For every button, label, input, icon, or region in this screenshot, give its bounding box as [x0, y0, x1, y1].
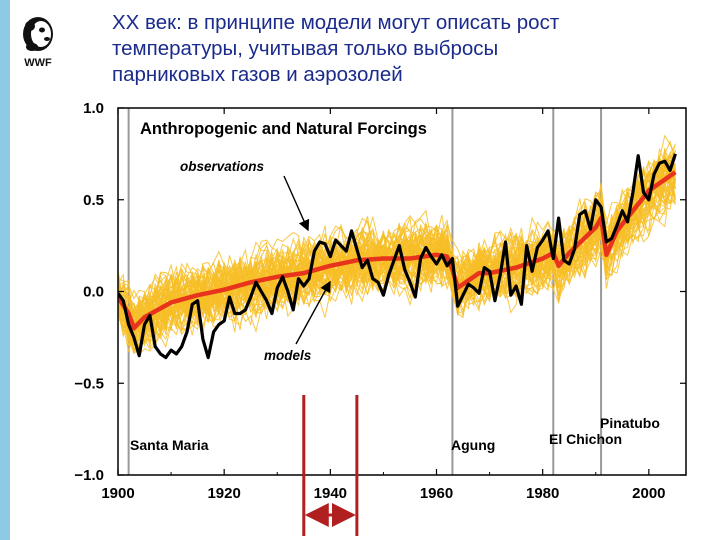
observations-pointer [283, 175, 310, 232]
volcano-label-agung: Agung [451, 437, 495, 453]
chart-title: Anthropogenic and Natural Forcings [140, 120, 427, 138]
x-tick-label: 1920 [207, 485, 240, 502]
volcano-label-santa-maria: Santa Maria [130, 437, 209, 453]
x-tick-label: 1900 [101, 485, 134, 502]
model-run-line [118, 169, 676, 321]
axis-ticks: 1900 1920 1940 1960 1980 2000 −1.0 −0.5 0.0 0.5 1.… [74, 100, 686, 502]
y-tick-label: −0.5 [74, 375, 104, 392]
volcano-label-el-chichon: El Chichon [549, 431, 622, 447]
title-line-2: температуры, учитывая только выбросы [112, 37, 499, 60]
y-tick-label: −1.0 [74, 467, 104, 484]
title-line-1: XX век: в принципе модели могут описать … [112, 11, 560, 34]
highlight-range-arrows [302, 395, 359, 536]
models-pointer [295, 280, 331, 345]
volcano-label-pinatubo: Pinatubo [600, 415, 660, 431]
y-tick-label: 0.5 [83, 192, 104, 209]
x-tick-label: 1960 [420, 485, 453, 502]
y-tick-label: 1.0 [83, 100, 104, 117]
observations-line [118, 153, 677, 360]
wwf-logo-text: WWF [24, 57, 52, 69]
models-label: models [264, 348, 312, 363]
observations-group [118, 153, 677, 360]
observations-label: observations [180, 159, 265, 174]
x-tick-label: 1980 [526, 485, 559, 502]
model-run-line [118, 155, 676, 344]
slide-title: XX век: в принципе модели могут описать … [112, 10, 712, 88]
wwf-logo: WWF [14, 12, 64, 72]
left-accent-bar [0, 0, 10, 540]
x-tick-label: 1940 [314, 485, 347, 502]
model-run-line [118, 180, 676, 334]
title-line-3: парниковых газов и аэрозолей [112, 63, 403, 86]
y-tick-label: 0.0 [83, 284, 104, 301]
x-tick-label: 2000 [632, 485, 665, 502]
